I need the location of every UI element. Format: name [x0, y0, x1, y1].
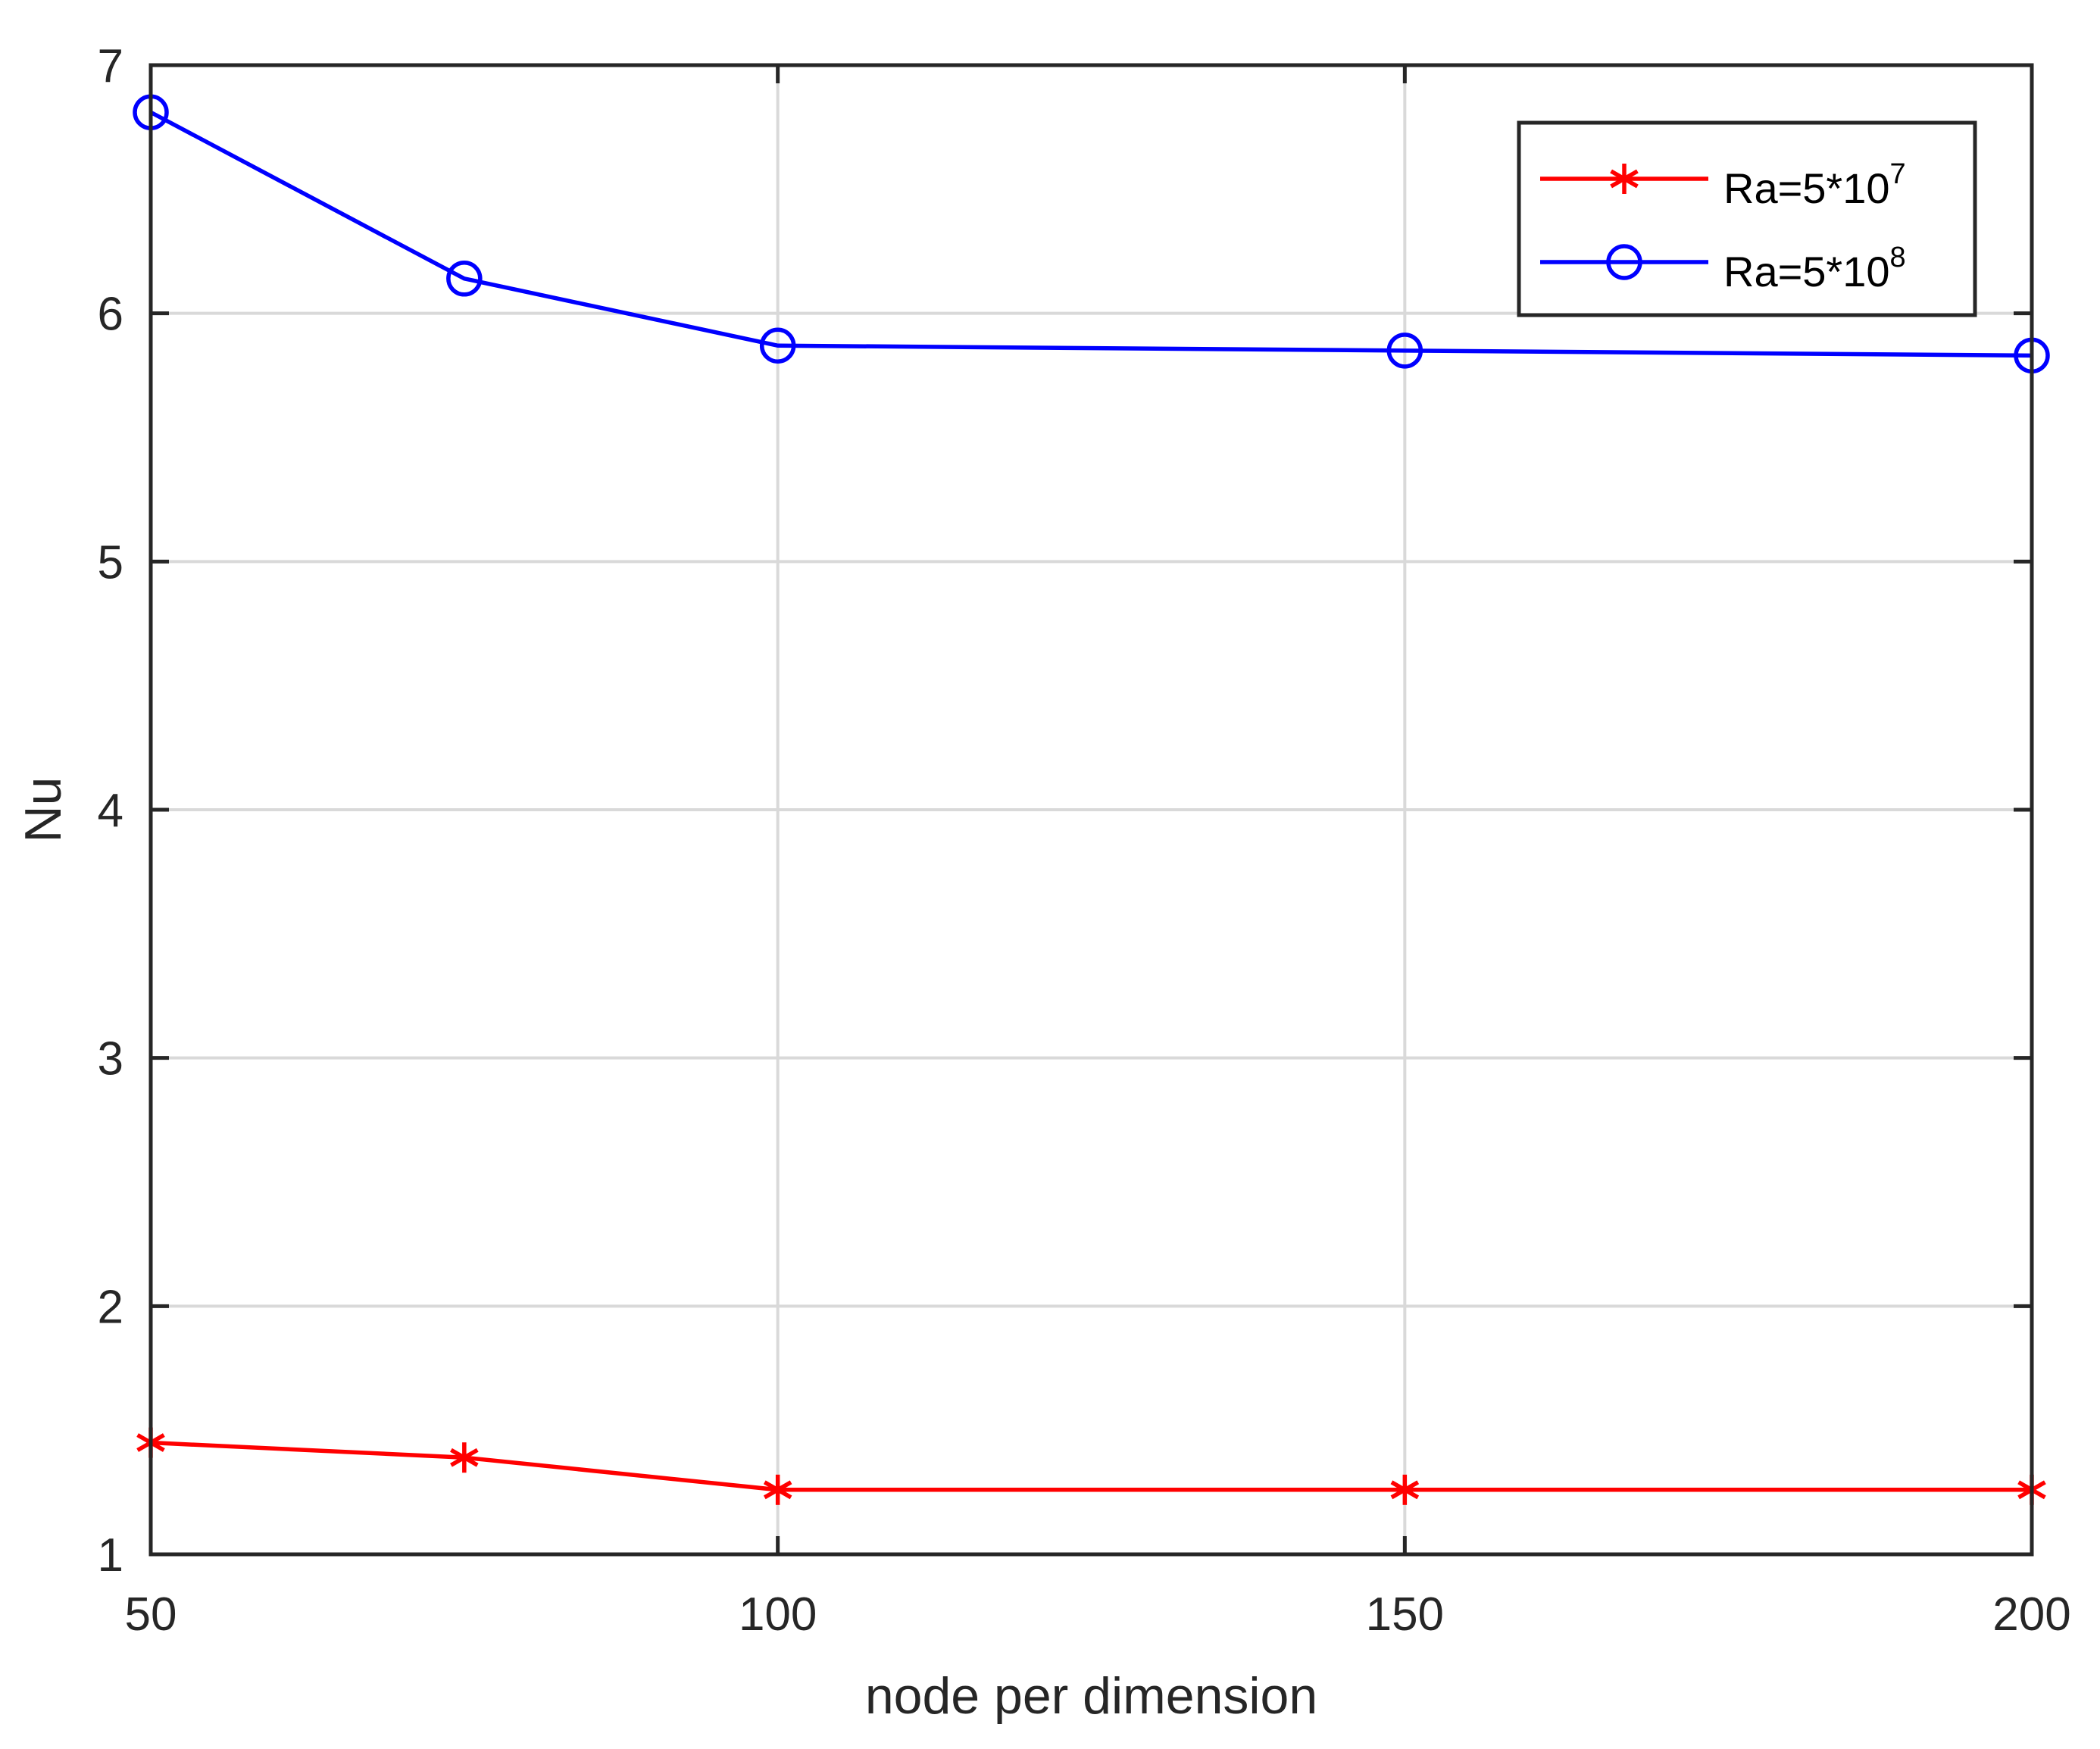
y-tick-label: 1	[98, 1529, 123, 1582]
data-point-asterisk	[450, 1442, 479, 1473]
legend-label: Ra=5*108	[1723, 242, 1906, 295]
data-point-asterisk	[763, 1474, 792, 1505]
legend-item-1: Ra=5*107	[1540, 158, 1906, 212]
x-axis-title: node per dimension	[865, 1667, 1317, 1725]
legend: Ra=5*107 Ra=5*108	[1517, 120, 1977, 317]
tick-labels: 50 100 150 200 1 2 3 4 5 6 7	[98, 40, 2071, 1641]
legend-item-2: Ra=5*108	[1540, 242, 1906, 295]
y-tick-label: 3	[98, 1033, 123, 1085]
x-tick-label: 100	[739, 1588, 817, 1641]
data-point-circle	[446, 261, 483, 297]
y-axis-title: Nu	[14, 777, 72, 843]
y-tick-label: 6	[98, 289, 123, 341]
y-tick-label: 2	[98, 1281, 123, 1333]
series-2	[133, 94, 2050, 374]
data-point-circle	[1386, 333, 1423, 369]
legend-label: Ra=5*107	[1723, 158, 1906, 212]
data-point-circle	[1606, 244, 1642, 280]
series-line	[149, 110, 2033, 358]
y-tick-label: 5	[98, 536, 123, 589]
data-point-asterisk	[1390, 1474, 1420, 1505]
legend-box	[1517, 120, 1977, 317]
data-point-circle	[759, 327, 796, 364]
x-tick-label: 150	[1366, 1588, 1444, 1641]
y-tick-label: 7	[98, 40, 123, 92]
series-group	[133, 94, 2050, 1505]
data-point-asterisk	[1610, 164, 1639, 194]
x-tick-label: 200	[1992, 1588, 2070, 1641]
x-tick-label: 50	[125, 1588, 177, 1641]
y-tick-label: 4	[98, 785, 123, 837]
plot-frame	[148, 63, 2034, 1557]
